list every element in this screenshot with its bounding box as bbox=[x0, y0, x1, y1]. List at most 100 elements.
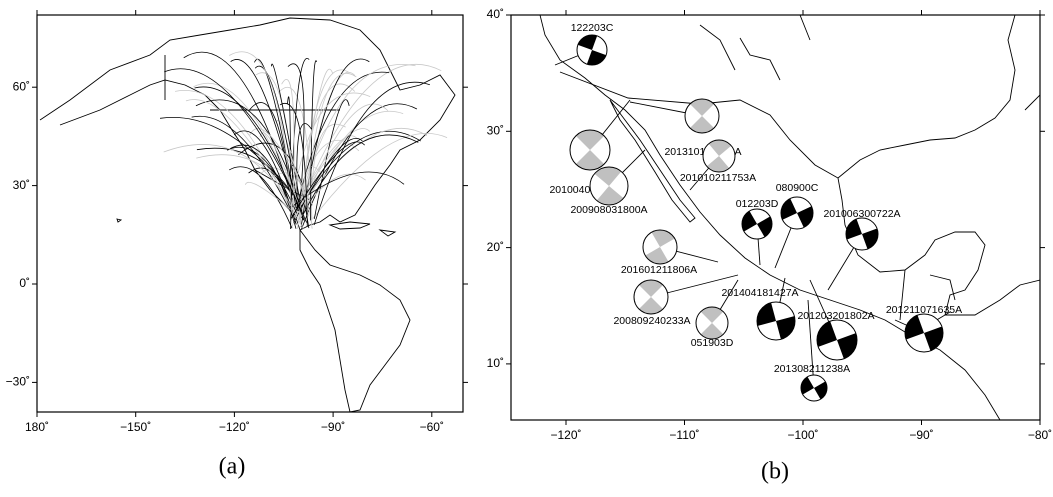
event-label: 201010211753A bbox=[680, 172, 756, 184]
beachball-quadrant bbox=[814, 381, 828, 400]
map-a bbox=[39, 17, 456, 412]
beachball-outline bbox=[800, 374, 828, 402]
beachball-outline bbox=[695, 306, 729, 340]
beachball bbox=[741, 208, 773, 240]
beachball bbox=[642, 229, 678, 265]
beachball bbox=[576, 34, 608, 66]
raypath bbox=[294, 128, 371, 209]
raypath bbox=[312, 133, 448, 219]
x-tick-label: −120˚ bbox=[550, 428, 581, 442]
x-tick-label: −90˚ bbox=[909, 428, 933, 442]
beachball bbox=[589, 166, 629, 206]
event-label: 201601211806A bbox=[621, 264, 697, 276]
map-b: 122203C201004042240A201310191754A2010102… bbox=[539, 15, 1040, 420]
raypaths bbox=[159, 51, 448, 230]
beachball bbox=[800, 374, 828, 402]
beachball-outline bbox=[780, 196, 814, 230]
beachball-quadrant bbox=[757, 216, 773, 237]
beachball-quadrant bbox=[700, 323, 724, 340]
beachball-outline bbox=[702, 139, 736, 173]
x-tick-label: −60˚ bbox=[420, 420, 444, 434]
beachball-outline bbox=[741, 208, 773, 240]
caption: (a) bbox=[219, 454, 246, 480]
beachball-quadrant bbox=[689, 116, 715, 134]
raypath bbox=[227, 146, 298, 214]
event-label: 080900C bbox=[776, 182, 819, 194]
beachball-outline bbox=[633, 279, 669, 315]
beachball-quadrant bbox=[638, 279, 664, 297]
x-tick-label: −120˚ bbox=[219, 420, 250, 434]
beachball bbox=[633, 279, 669, 315]
beachball bbox=[904, 313, 944, 353]
raypath bbox=[279, 103, 308, 227]
event-label: 200908031800A bbox=[570, 204, 647, 216]
y-tick-label: −30˚ bbox=[6, 375, 30, 389]
caption: (b) bbox=[761, 459, 789, 485]
raypath bbox=[289, 92, 371, 217]
raypath bbox=[293, 171, 405, 206]
beachball-quadrant bbox=[817, 321, 837, 347]
coastline bbox=[559, 71, 1040, 316]
frame bbox=[510, 14, 1041, 421]
beachball-quadrant bbox=[651, 230, 675, 247]
event-label: 200809240233A bbox=[613, 315, 690, 327]
leader-line bbox=[807, 299, 815, 389]
beachball-quadrant bbox=[797, 206, 813, 228]
coastline bbox=[116, 218, 397, 237]
y-tick-label: 30˚ bbox=[13, 178, 30, 192]
beachball-quadrant bbox=[801, 376, 814, 395]
raypath bbox=[303, 103, 389, 206]
beachball-quadrant bbox=[689, 98, 715, 116]
panel-a: (a) 180˚ −150˚ −120˚ −90˚ −60˚ 60˚ 30˚ 0˚ −30˚ bbox=[6, 10, 468, 480]
y-tick-label: 10˚ bbox=[487, 356, 504, 370]
raypath bbox=[229, 51, 293, 219]
beachball-quadrant bbox=[594, 167, 622, 186]
beachball-quadrant bbox=[638, 297, 664, 314]
beachball-quadrant bbox=[708, 140, 732, 156]
raypath bbox=[309, 60, 318, 221]
coastline bbox=[837, 15, 1040, 331]
event-label: 201203201802A bbox=[797, 310, 874, 322]
coastline bbox=[609, 99, 696, 223]
y-tick-label: 0˚ bbox=[19, 276, 30, 290]
raypath bbox=[297, 68, 334, 229]
y-tick-label: 30˚ bbox=[487, 123, 504, 137]
beachball-quadrant bbox=[575, 150, 605, 171]
raypath bbox=[229, 166, 293, 229]
x-tick-label: −150˚ bbox=[120, 420, 151, 434]
raypath bbox=[196, 154, 306, 217]
raypath bbox=[300, 58, 370, 228]
raypath bbox=[233, 130, 297, 225]
event-label: 201006300722A bbox=[823, 208, 900, 220]
raypath bbox=[306, 72, 357, 209]
beachball-quadrant bbox=[700, 306, 724, 323]
raypath bbox=[183, 51, 295, 207]
event-label: 201404181427A bbox=[721, 287, 798, 299]
event-label: 051903D bbox=[691, 337, 734, 349]
focal-mechanisms: 122203C201004042240A201310191754A2010102… bbox=[549, 22, 962, 402]
beachball-quadrant bbox=[596, 186, 624, 205]
x-tick-label: −110˚ bbox=[669, 428, 699, 442]
x-tick-label: 180˚ bbox=[25, 420, 49, 434]
raypath bbox=[191, 115, 293, 216]
beachball bbox=[695, 306, 729, 340]
frame bbox=[36, 14, 464, 413]
raypath bbox=[301, 134, 419, 219]
beachball-outline bbox=[904, 313, 944, 353]
raypath bbox=[259, 132, 305, 220]
beachball-outline bbox=[642, 229, 678, 265]
raypath bbox=[175, 90, 295, 218]
raypath bbox=[159, 117, 303, 208]
y-tick-label: 60˚ bbox=[13, 79, 30, 93]
coastline bbox=[299, 228, 411, 412]
beachball bbox=[756, 301, 796, 341]
raypath bbox=[313, 81, 430, 226]
raypath bbox=[297, 127, 428, 210]
event-label: 012203D bbox=[736, 198, 779, 210]
beachball bbox=[569, 129, 611, 171]
beachball-quadrant bbox=[781, 198, 797, 220]
raypath bbox=[296, 123, 312, 212]
beachball-outline bbox=[845, 217, 879, 251]
raypath bbox=[288, 148, 309, 208]
